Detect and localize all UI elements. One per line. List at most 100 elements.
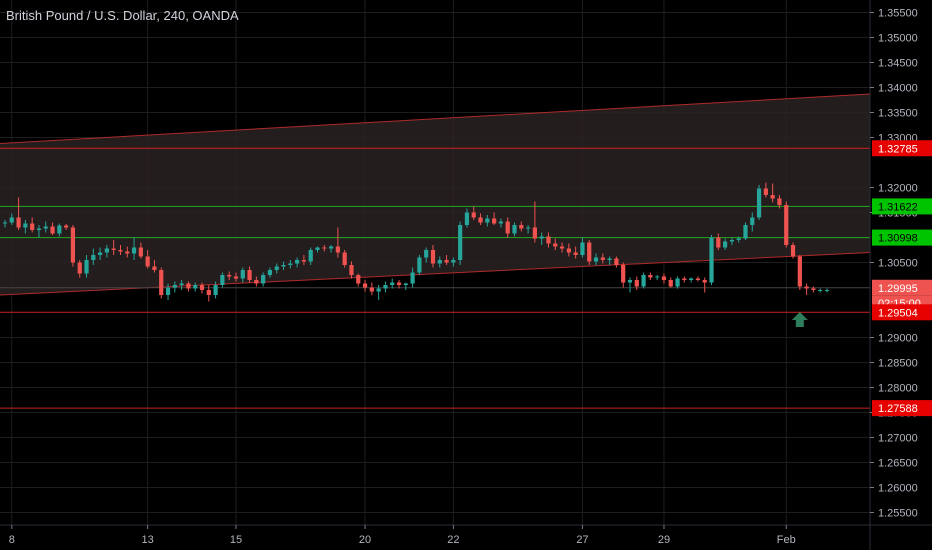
- candle-body-55: [376, 288, 381, 292]
- candle-body-25: [172, 285, 177, 288]
- candle-body-45: [308, 250, 313, 262]
- price-label: 1.29504: [878, 307, 918, 319]
- price-label-bg-5: [872, 400, 932, 417]
- price-label: 1.29995: [878, 283, 918, 295]
- candle-body-85: [580, 242, 585, 255]
- x-tick-label: 13: [142, 534, 154, 546]
- candle-body-99: [675, 278, 680, 287]
- candle-body-110: [750, 217, 755, 225]
- candle-body-14: [98, 252, 103, 255]
- candle-body-80: [546, 236, 551, 244]
- candle-body-7: [50, 226, 55, 234]
- candle-body-77: [525, 227, 531, 229]
- candle-body-8: [57, 225, 62, 234]
- candle-body-93: [634, 280, 639, 287]
- x-tick-label: 27: [576, 534, 588, 546]
- y-tick-label: 1.29000: [878, 333, 918, 345]
- y-tick-label: 1.28500: [878, 358, 918, 370]
- candle-body-21: [145, 256, 150, 267]
- candle-body-53: [362, 283, 368, 288]
- candle-body-84: [573, 252, 578, 255]
- candle-body-24: [165, 287, 171, 295]
- candle-body-101: [689, 278, 694, 280]
- candle-body-112: [763, 188, 768, 195]
- candle-body-48: [328, 246, 334, 249]
- candle-body-62: [424, 250, 429, 258]
- horizontal-levels: [0, 147, 870, 409]
- candle-body-10: [70, 227, 76, 263]
- candle-body-63: [430, 250, 436, 264]
- candle-body-109: [743, 225, 748, 239]
- price-label: 1.31622: [878, 201, 918, 213]
- candles: [2, 182, 830, 302]
- candle-body-16: [111, 248, 116, 250]
- price-label-bg-2: [872, 229, 932, 246]
- candle-body-1: [9, 217, 14, 223]
- candle-body-54: [369, 287, 374, 292]
- candle-body-70: [478, 217, 483, 223]
- candle-body-83: [566, 248, 571, 253]
- candle-body-87: [593, 257, 599, 262]
- x-tick-label: 20: [359, 534, 371, 546]
- candle-body-3: [23, 223, 28, 228]
- candle-body-15: [104, 248, 110, 253]
- price-axis[interactable]: 1.355001.350001.345001.340001.335001.330…: [870, 8, 918, 520]
- candle-body-116: [790, 245, 796, 257]
- candle-body-20: [138, 247, 143, 257]
- candle-body-38: [261, 275, 266, 284]
- candle-body-119: [811, 288, 816, 290]
- price-label-bg-3: [872, 279, 932, 296]
- candle-body-34: [233, 276, 239, 279]
- candle-body-49: [335, 246, 340, 253]
- candle-body-5: [36, 228, 42, 230]
- candle-body-76: [519, 225, 524, 229]
- candle-body-58: [396, 282, 402, 285]
- time-axis[interactable]: 8 13 15 20 22 27 29 Feb: [9, 525, 796, 546]
- candle-body-17: [118, 250, 123, 252]
- candle-body-106: [722, 241, 728, 248]
- candle-body-60: [410, 272, 415, 284]
- candle-body-4: [30, 223, 35, 230]
- candle-body-71: [485, 218, 490, 223]
- candle-body-82: [559, 246, 565, 249]
- price-label-bg-0: [872, 140, 932, 157]
- y-tick-label: 1.28000: [878, 383, 918, 395]
- candle-body-30: [206, 290, 211, 295]
- candle-body-86: [587, 242, 592, 262]
- candle-body-92: [627, 280, 633, 283]
- price-label: 1.27588: [878, 403, 918, 415]
- channel-upper-line: [0, 93, 871, 144]
- candle-body-108: [736, 238, 741, 240]
- candle-body-43: [295, 260, 300, 264]
- candle-body-37: [254, 280, 259, 284]
- candle-body-9: [64, 225, 69, 228]
- candle-body-98: [668, 280, 673, 287]
- y-tick-label: 1.34500: [878, 58, 918, 70]
- candle-body-47: [322, 247, 327, 249]
- candle-body-35: [240, 270, 245, 279]
- candle-body-105: [716, 237, 721, 248]
- candle-body-56: [383, 285, 388, 289]
- candle-body-27: [186, 283, 191, 289]
- candle-body-66: [451, 260, 456, 263]
- candle-body-97: [661, 276, 667, 280]
- candle-body-79: [539, 236, 544, 239]
- x-tick-label: 22: [447, 534, 459, 546]
- y-tick-label: 1.27000: [878, 433, 918, 445]
- candle-body-68: [464, 212, 470, 225]
- candle-body-64: [437, 260, 442, 264]
- y-tick-label: 1.33500: [878, 108, 918, 120]
- candle-body-32: [220, 275, 225, 285]
- candle-body-94: [641, 275, 646, 287]
- candle-body-11: [77, 262, 82, 274]
- candle-body-41: [281, 265, 286, 267]
- price-labels: 1.327851.316221.309981.2999502:15:001.29…: [872, 140, 932, 417]
- candle-body-40: [274, 266, 279, 270]
- candle-body-6: [43, 226, 48, 229]
- price-label-bg-1: [872, 198, 932, 215]
- candle-body-114: [777, 198, 782, 205]
- candle-body-74: [505, 221, 510, 234]
- candle-body-107: [729, 240, 734, 242]
- candle-body-31: [213, 285, 218, 295]
